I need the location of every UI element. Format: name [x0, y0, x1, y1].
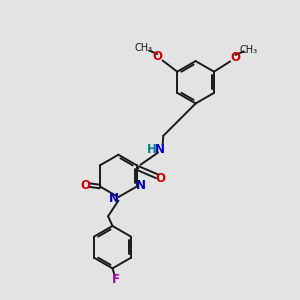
Text: F: F [111, 273, 119, 286]
Text: O: O [230, 51, 241, 64]
Text: CH₃: CH₃ [135, 43, 153, 53]
Text: N: N [155, 142, 165, 156]
Text: N: N [136, 178, 146, 191]
Text: O: O [152, 50, 162, 64]
Text: N: N [109, 192, 119, 205]
Text: H: H [147, 142, 157, 156]
Text: O: O [80, 178, 90, 191]
Text: CH₃: CH₃ [240, 45, 258, 55]
Text: O: O [155, 172, 165, 185]
